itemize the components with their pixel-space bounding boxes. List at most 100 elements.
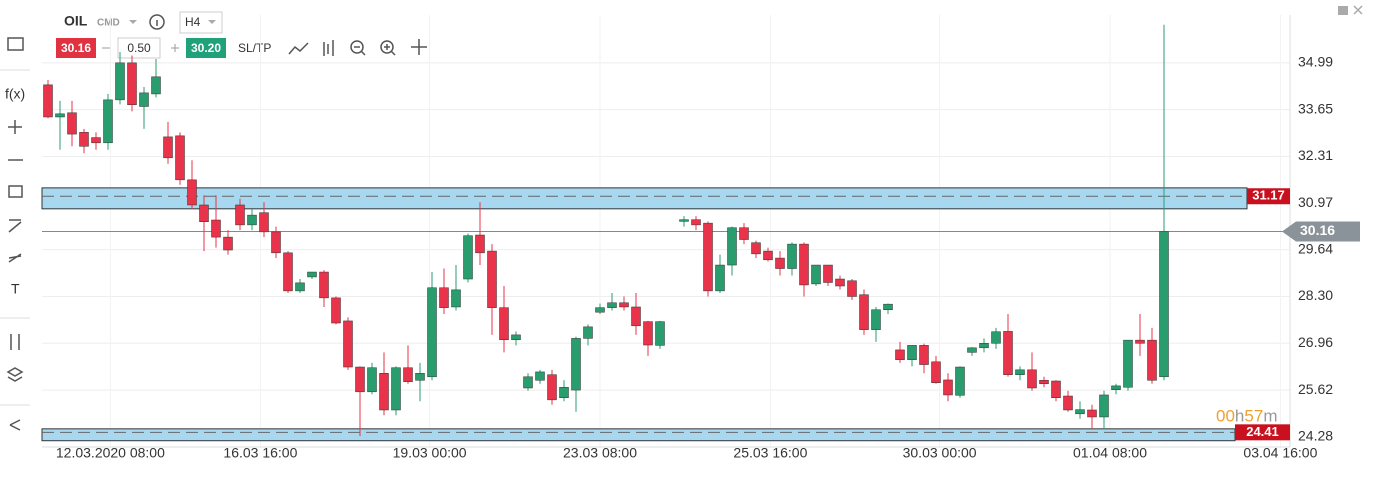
channel-icon[interactable] (8, 253, 22, 263)
candle-icon[interactable] (323, 40, 334, 56)
zoom-in-icon[interactable] (380, 40, 394, 54)
pan-icon[interactable] (411, 39, 427, 55)
candle-body (871, 309, 881, 330)
timeframe-box[interactable] (179, 11, 223, 34)
share-icon[interactable] (9, 419, 21, 431)
candle-body (499, 307, 509, 341)
y-tick-label: 33.65 (1298, 100, 1333, 116)
candle-body (1063, 395, 1073, 411)
candle-body (619, 302, 629, 308)
candle-body (223, 236, 233, 251)
sltp[interactable]: SL/TP (238, 41, 271, 55)
candle-body (403, 367, 413, 382)
candle-body (847, 280, 857, 297)
level-label: 31.17 (1252, 188, 1285, 203)
candle-body (139, 92, 149, 107)
zoom-out-icon[interactable] (350, 40, 364, 54)
text-tool-icon[interactable]: T (11, 281, 20, 297)
level-label: 24.41 (1246, 424, 1279, 439)
y-tick-label: 32.31 (1298, 147, 1333, 163)
candle-body (247, 214, 257, 226)
level-zone (41, 187, 1248, 210)
sell-button[interactable] (56, 38, 96, 58)
indicator-icon[interactable] (10, 334, 20, 350)
candle-body (187, 179, 197, 206)
candle-body (991, 331, 1001, 344)
functions-icon[interactable]: f(x) (5, 86, 25, 102)
candle-body (307, 271, 317, 278)
candle-body (211, 219, 221, 238)
candle-body (1147, 339, 1157, 381)
candle-body (631, 306, 641, 327)
last-price-box (1282, 221, 1360, 242)
y-tick-label: 24.28 (1298, 428, 1333, 444)
candle-body (355, 366, 365, 393)
candle-body (463, 235, 473, 280)
candle-body (523, 376, 533, 389)
close[interactable] (1353, 5, 1363, 15)
level-zone (41, 428, 1236, 442)
candle-body (331, 297, 341, 324)
candle-body (559, 387, 569, 399)
fib-icon[interactable] (8, 219, 22, 233)
candle-body (151, 76, 161, 95)
symbol: OIL (64, 13, 88, 29)
line-chart-icon[interactable] (288, 42, 309, 55)
y-tick-label: 25.62 (1298, 381, 1333, 397)
candle-body (799, 243, 809, 286)
candle-body (547, 374, 557, 401)
rect-tool-icon[interactable] (8, 185, 23, 198)
y-tick-label: 26.96 (1298, 334, 1333, 350)
x-tick-label: 16.03 16:00 (223, 445, 297, 461)
candle-body (199, 204, 209, 222)
candle-body (919, 345, 929, 365)
level-label-box (1235, 424, 1290, 441)
symbol-group: CMD (97, 18, 120, 29)
candle-body (823, 264, 833, 283)
candle-body (427, 287, 437, 378)
plus[interactable] (171, 44, 179, 52)
candle-body (1027, 369, 1037, 389)
layers-icon[interactable] (6, 367, 24, 382)
timeframe-caret (208, 20, 216, 24)
candle-body (691, 219, 701, 226)
candle-body (835, 278, 845, 287)
candle-body (1039, 380, 1049, 385)
sidebar-icon[interactable] (7, 37, 24, 51)
candle-body (1159, 231, 1169, 378)
x-tick-label: 25.03 16:00 (733, 445, 807, 461)
crosshair-icon[interactable] (8, 120, 22, 134)
candle-body (1003, 331, 1013, 375)
candle-body (1099, 394, 1109, 418)
candle-body (451, 289, 461, 308)
candle-body (1075, 409, 1085, 415)
candle-body (679, 219, 689, 222)
bid: 30.16 (61, 41, 91, 55)
countdown: m (1263, 406, 1277, 425)
candle-body (571, 338, 581, 391)
candle-body (535, 371, 545, 381)
candle-body (583, 326, 593, 339)
candle-body (883, 303, 893, 311)
x-tick-label: 19.03 00:00 (393, 445, 467, 461)
candle-body (715, 264, 725, 292)
volume: 0.50 (127, 41, 151, 55)
candle-body (367, 367, 377, 393)
minimize[interactable] (1338, 6, 1348, 15)
candle-body (811, 264, 821, 285)
group-caret[interactable] (129, 20, 137, 24)
candle-body (775, 257, 785, 269)
candle-body (751, 242, 761, 255)
candle-body (907, 345, 917, 360)
candle-body (79, 132, 89, 147)
countdown: h (1235, 406, 1244, 425)
candle-body (1111, 385, 1121, 390)
candle-body (379, 373, 389, 411)
buy-button[interactable] (186, 38, 226, 58)
volume-input[interactable] (117, 37, 161, 59)
candle-body (475, 234, 485, 254)
candle-body (103, 99, 113, 144)
info-icon[interactable] (149, 14, 165, 30)
